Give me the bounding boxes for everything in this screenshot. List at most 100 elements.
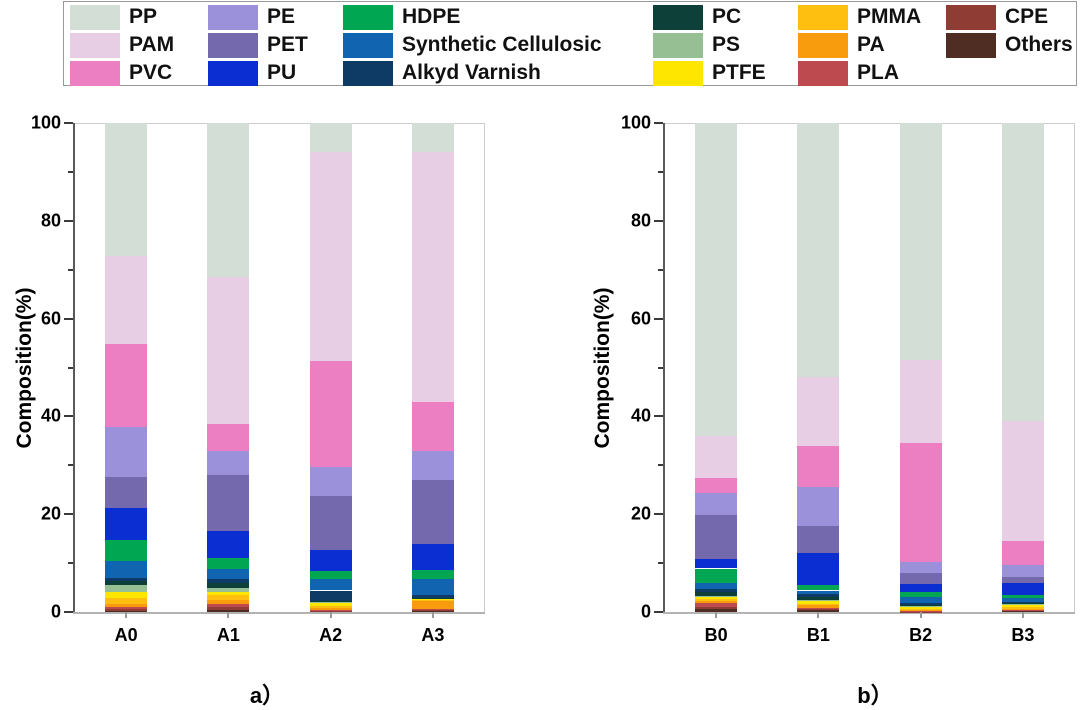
bar-segment-B0-PE bbox=[695, 493, 737, 515]
legend-swatch-HDPE bbox=[343, 5, 393, 30]
bar-segment-B0-PTFE bbox=[695, 597, 737, 599]
legend-swatch-PU bbox=[208, 61, 258, 86]
y-tick-60 bbox=[64, 318, 73, 320]
bar-segment-B2-HDPE bbox=[900, 592, 942, 596]
bar-segment-B2-PA bbox=[900, 610, 942, 611]
bar-A2 bbox=[310, 123, 352, 612]
bar-segment-A3-PP bbox=[412, 123, 454, 152]
bar-segment-A0-PS bbox=[105, 585, 147, 592]
legend-swatch-PMMA bbox=[798, 5, 848, 30]
bar-B3 bbox=[1002, 123, 1044, 612]
bar-segment-A0-PC bbox=[105, 581, 147, 585]
bar-segment-B3-PMMA bbox=[1002, 607, 1044, 608]
bar-segment-B0-PMMA bbox=[695, 599, 737, 601]
bar-segment-A3-PA bbox=[412, 601, 454, 608]
bar-segment-B0-HDPE bbox=[695, 569, 737, 583]
x-tick-label-B2: B2 bbox=[909, 625, 932, 646]
bar-segment-A1-CPE bbox=[207, 607, 249, 609]
bar-segment-B1-PA bbox=[797, 605, 839, 608]
y-minor-tick-10 bbox=[68, 562, 73, 564]
bar-segment-A1-PS bbox=[207, 588, 249, 593]
x-tick-label-B1: B1 bbox=[807, 625, 830, 646]
y-tick-20 bbox=[64, 513, 73, 515]
y-tick-80 bbox=[64, 220, 73, 222]
bar-segment-B0-Synthetic-Cellulosic bbox=[695, 583, 737, 589]
bar-segment-A2-PU bbox=[310, 550, 352, 572]
legend-label-PAM: PAM bbox=[129, 33, 174, 57]
bar-segment-A3-PU bbox=[412, 544, 454, 570]
legend-label-Synthetic-Cellulosic: Synthetic Cellulosic bbox=[402, 33, 602, 57]
bar-segment-A0-PA bbox=[105, 604, 147, 607]
legend-swatch-Others bbox=[946, 33, 996, 58]
legend-label-Others: Others bbox=[1005, 33, 1073, 57]
bar-segment-B2-PVC bbox=[900, 443, 942, 562]
y-tick-label-0: 0 bbox=[605, 602, 651, 623]
bar-segment-A0-PAM bbox=[105, 256, 147, 344]
legend-label-PLA: PLA bbox=[857, 61, 899, 85]
legend-label-PA: PA bbox=[857, 33, 885, 57]
bar-segment-B3-Alkyd-Varnish bbox=[1002, 602, 1044, 603]
legend-item-Others: Others bbox=[946, 33, 1080, 58]
bar-segment-A1-PA bbox=[207, 600, 249, 604]
chart-a-right-border bbox=[484, 123, 485, 612]
bar-segment-B3-Synthetic-Cellulosic bbox=[1002, 598, 1044, 602]
bar-segment-B0-PS bbox=[695, 596, 737, 597]
bar-segment-A0-HDPE bbox=[105, 540, 147, 561]
chart-b-y-axis-title: Composition(%) bbox=[588, 218, 618, 518]
y-minor-tick-90 bbox=[658, 171, 663, 173]
bar-segment-B0-PU bbox=[695, 559, 737, 569]
bar-segment-A3-CPE bbox=[412, 610, 454, 611]
chart-a-y-axis bbox=[73, 123, 75, 612]
legend-label-Alkyd-Varnish: Alkyd Varnish bbox=[402, 61, 541, 85]
bar-segment-A1-PTFE bbox=[207, 592, 249, 594]
bar-segment-B3-PC bbox=[1002, 603, 1044, 604]
x-tick-B3 bbox=[1022, 612, 1024, 618]
bar-A0 bbox=[105, 123, 147, 612]
y-minor-tick-70 bbox=[658, 269, 663, 271]
bar-segment-B1-PET bbox=[797, 526, 839, 553]
chart-b-y-axis bbox=[663, 123, 665, 612]
legend-label-PS: PS bbox=[712, 33, 740, 57]
bar-A3 bbox=[412, 123, 454, 612]
bar-segment-B2-Alkyd-Varnish bbox=[900, 603, 942, 605]
legend-swatch-PLA bbox=[798, 61, 848, 86]
bar-segment-A3-PAM bbox=[412, 152, 454, 401]
bar-segment-B0-PP bbox=[695, 123, 737, 436]
bar-segment-A2-PE bbox=[310, 467, 352, 496]
bar-segment-A2-PMMA bbox=[310, 606, 352, 608]
bar-segment-B3-PU bbox=[1002, 583, 1044, 595]
bar-segment-B2-PP bbox=[900, 123, 942, 360]
bar-segment-B1-PS bbox=[797, 600, 839, 601]
bar-segment-A2-Alkyd-Varnish bbox=[310, 591, 352, 602]
bar-segment-B2-PC bbox=[900, 605, 942, 606]
y-minor-tick-30 bbox=[658, 464, 663, 466]
bar-segment-A2-PAM bbox=[310, 152, 352, 361]
x-tick-A2 bbox=[330, 612, 332, 618]
bar-segment-A0-PMMA bbox=[105, 598, 147, 604]
bar-segment-B2-PMMA bbox=[900, 609, 942, 610]
bar-segment-A3-HDPE bbox=[412, 570, 454, 579]
bar-segment-A1-PET bbox=[207, 475, 249, 531]
legend-label-PMMA: PMMA bbox=[857, 5, 921, 29]
bar-segment-B3-PET bbox=[1002, 577, 1044, 583]
bar-segment-B2-PAM bbox=[900, 360, 942, 443]
legend-swatch-PP bbox=[70, 5, 120, 30]
bar-B0 bbox=[695, 123, 737, 612]
bar-segment-A1-PU bbox=[207, 531, 249, 557]
x-tick-label-A1: A1 bbox=[217, 625, 240, 646]
bar-segment-B3-HDPE bbox=[1002, 595, 1044, 598]
bar-segment-A1-PP bbox=[207, 123, 249, 277]
bar-segment-B1-PVC bbox=[797, 446, 839, 488]
y-tick-20 bbox=[654, 513, 663, 515]
bar-segment-A2-PVC bbox=[310, 361, 352, 467]
y-tick-100 bbox=[64, 122, 73, 124]
x-tick-label-A3: A3 bbox=[421, 625, 444, 646]
bar-segment-B2-PE bbox=[900, 562, 942, 573]
bar-segment-B3-PAM bbox=[1002, 421, 1044, 541]
legend-label-CPE: CPE bbox=[1005, 5, 1048, 29]
bar-B1 bbox=[797, 123, 839, 612]
bar-segment-B1-Alkyd-Varnish bbox=[797, 594, 839, 597]
